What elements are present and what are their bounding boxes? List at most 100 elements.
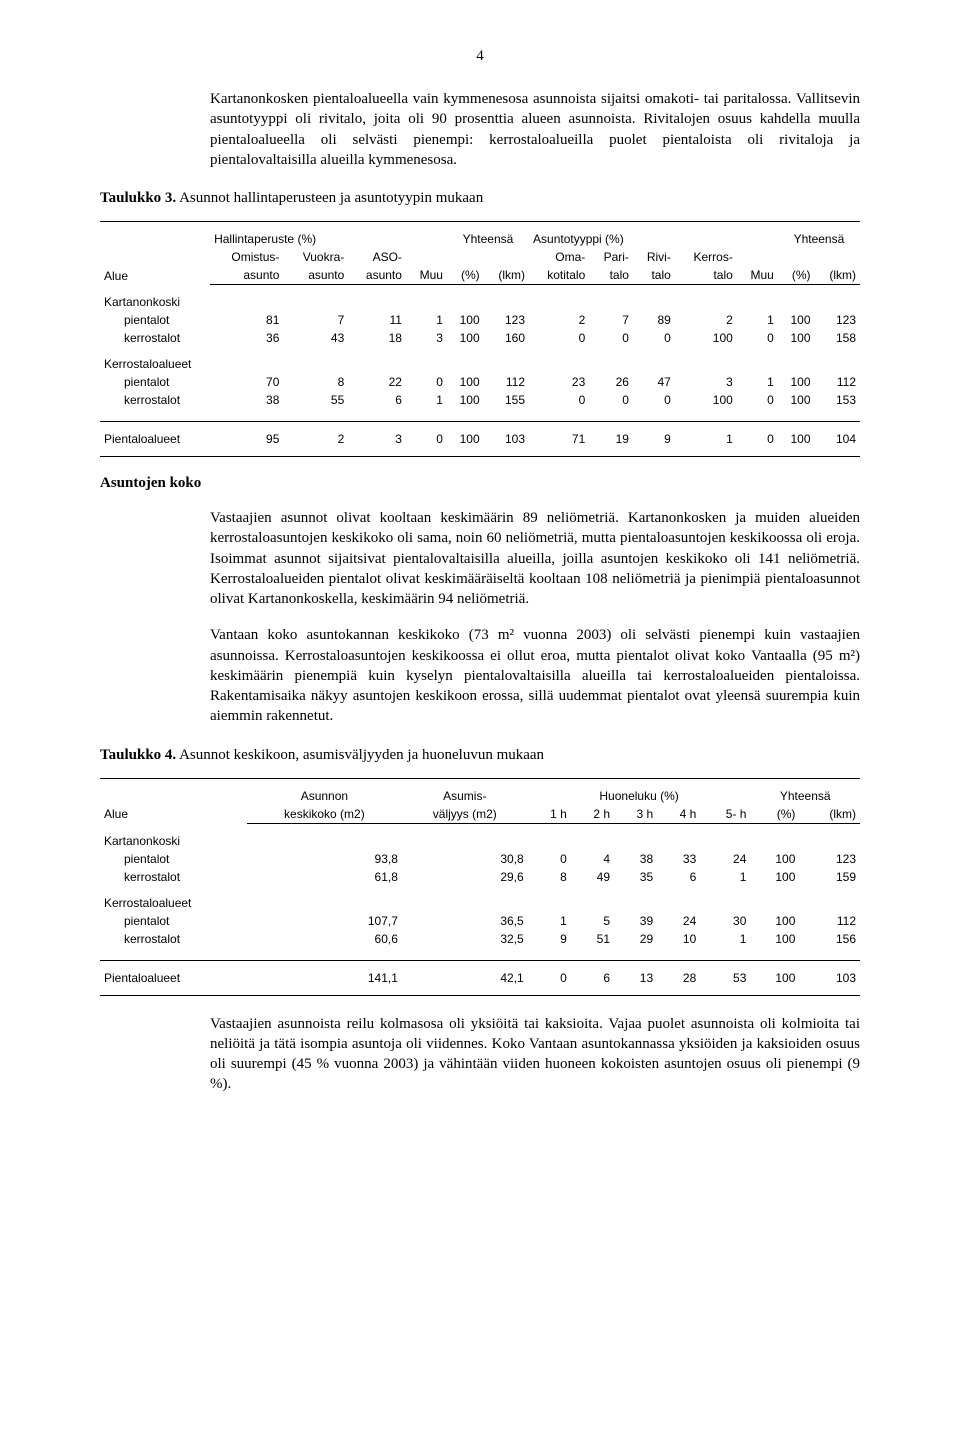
row-label: pientalot xyxy=(100,850,247,868)
cell: 10 xyxy=(657,930,700,948)
footer-label: Pientaloalueet xyxy=(100,422,210,457)
cell: 100 xyxy=(750,960,799,995)
th-pct-1: (%) xyxy=(447,266,484,285)
cell: 23 xyxy=(529,373,589,391)
row-label: pientalot xyxy=(100,311,210,329)
cell: 6 xyxy=(348,391,406,409)
cell: 26 xyxy=(589,373,633,391)
cell: 5 xyxy=(571,912,614,930)
cell: 30,8 xyxy=(402,850,528,868)
cell: 100 xyxy=(447,391,484,409)
cell: 19 xyxy=(589,422,633,457)
cell: 100 xyxy=(447,311,484,329)
row-label: kerrostalot xyxy=(100,868,247,886)
group-label: Kartanonkoski xyxy=(100,823,860,850)
cell: 0 xyxy=(528,850,571,868)
cell: 0 xyxy=(529,391,589,409)
cell: 6 xyxy=(657,868,700,886)
cell: 100 xyxy=(778,391,815,409)
cell: 22 xyxy=(348,373,406,391)
cell: 8 xyxy=(528,868,571,886)
cell: 4 xyxy=(571,850,614,868)
cell: 0 xyxy=(737,329,778,347)
cell: 3 xyxy=(675,373,737,391)
table3-caption-rest: Asunnot hallintaperusteen ja asuntotyypi… xyxy=(176,190,483,206)
cell: 36 xyxy=(210,329,283,347)
cell: 100 xyxy=(778,422,815,457)
th-pct-2: (%) xyxy=(778,266,815,285)
table4-caption-bold: Taulukko 4. xyxy=(100,747,176,763)
cell: 95 xyxy=(210,422,283,457)
table4: Alue Asunnon Asumis- Huoneluku (%) Yhtee… xyxy=(100,778,860,996)
th-omistus1: Omistus- xyxy=(210,248,283,266)
row-label: kerrostalot xyxy=(100,930,247,948)
cell: 0 xyxy=(589,329,633,347)
cell: 100 xyxy=(447,373,484,391)
th-lkm-1: (lkm) xyxy=(484,266,529,285)
cell: 158 xyxy=(815,329,860,347)
row-label: kerrostalot xyxy=(100,391,210,409)
cell: 100 xyxy=(675,391,737,409)
th-lkm-2: (lkm) xyxy=(815,266,860,285)
cell: 104 xyxy=(815,422,860,457)
table3: Alue Hallintaperuste (%) Yhteensä Asunto… xyxy=(100,221,860,457)
th-omistus2: asunto xyxy=(210,266,283,285)
cell: 112 xyxy=(815,373,860,391)
cell: 0 xyxy=(589,391,633,409)
cell: 155 xyxy=(484,391,529,409)
paragraph-3: Vantaan koko asuntokannan keskikoko (73 … xyxy=(210,625,860,726)
cell: 13 xyxy=(614,960,657,995)
cell: 3 xyxy=(348,422,406,457)
table4-caption-rest: Asunnot keskikoon, asumisväljyyden ja hu… xyxy=(176,747,544,763)
cell: 103 xyxy=(484,422,529,457)
th4-asumis1: Asumis- xyxy=(402,778,528,805)
cell: 81 xyxy=(210,311,283,329)
cell: 89 xyxy=(633,311,675,329)
paragraph-2: Vastaajien asunnot olivat kooltaan keski… xyxy=(210,508,860,609)
footer-label: Pientaloalueet xyxy=(100,960,247,995)
cell: 100 xyxy=(778,329,815,347)
th-oma1: Oma- xyxy=(529,248,589,266)
cell: 42,1 xyxy=(402,960,528,995)
paragraph-1: Kartanonkosken pientaloalueella vain kym… xyxy=(210,89,860,170)
th4-lkm: (lkm) xyxy=(799,805,860,824)
row-label: pientalot xyxy=(100,373,210,391)
cell: 1 xyxy=(700,930,750,948)
cell: 51 xyxy=(571,930,614,948)
cell: 49 xyxy=(571,868,614,886)
cell: 123 xyxy=(799,850,860,868)
group-label: Kerrostaloalueet xyxy=(100,347,860,373)
th-rivi2: talo xyxy=(633,266,675,285)
th-kerros1: Kerros- xyxy=(675,248,737,266)
cell: 100 xyxy=(447,329,484,347)
cell: 153 xyxy=(815,391,860,409)
page-number: 4 xyxy=(100,48,860,65)
th-yhteensa-2: Yhteensä xyxy=(778,222,860,249)
th-hallinta: Hallintaperuste (%) xyxy=(210,222,406,249)
cell: 0 xyxy=(737,422,778,457)
cell: 1 xyxy=(675,422,737,457)
cell: 2 xyxy=(675,311,737,329)
cell: 35 xyxy=(614,868,657,886)
th-muu: Muu xyxy=(406,266,447,285)
paragraph-4: Vastaajien asunnoista reilu kolmasosa ol… xyxy=(210,1014,860,1095)
cell: 100 xyxy=(750,912,799,930)
th-pari1: Pari- xyxy=(589,248,633,266)
cell: 39 xyxy=(614,912,657,930)
th4-asunnon2: keskikoko (m2) xyxy=(247,805,402,824)
table3-caption: Taulukko 3. Asunnot hallintaperusteen ja… xyxy=(100,190,860,207)
cell: 2 xyxy=(283,422,348,457)
cell: 160 xyxy=(484,329,529,347)
th-pari2: talo xyxy=(589,266,633,285)
cell: 0 xyxy=(633,391,675,409)
table4-caption: Taulukko 4. Asunnot keskikoon, asumisväl… xyxy=(100,747,860,764)
cell: 100 xyxy=(750,850,799,868)
cell: 1 xyxy=(737,311,778,329)
group-label: Kerrostaloalueet xyxy=(100,886,860,912)
cell: 100 xyxy=(778,373,815,391)
cell: 29 xyxy=(614,930,657,948)
cell: 103 xyxy=(799,960,860,995)
cell: 60,6 xyxy=(247,930,402,948)
th-aso1: ASO- xyxy=(348,248,406,266)
th-oma2: kotitalo xyxy=(529,266,589,285)
